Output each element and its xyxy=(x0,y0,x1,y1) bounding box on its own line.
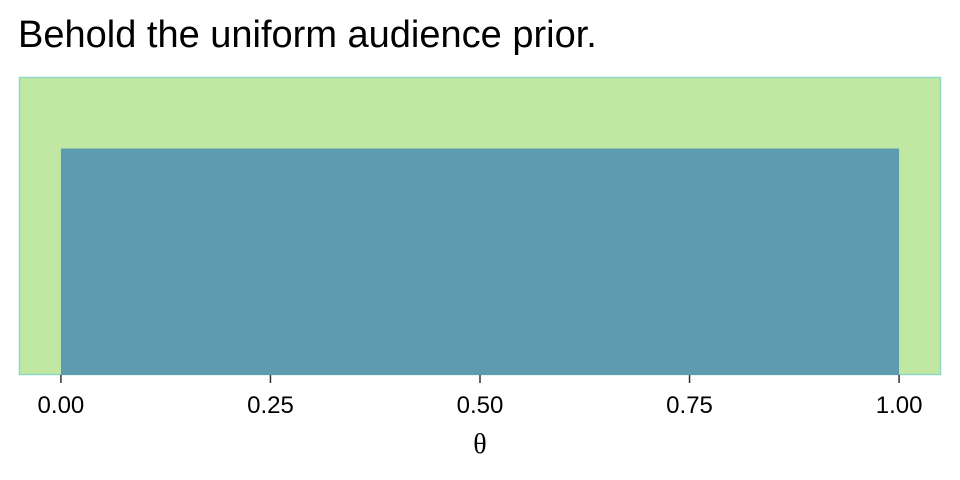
x-tick-label: 0.25 xyxy=(247,392,294,419)
x-tick-label: 0.75 xyxy=(666,392,713,419)
x-axis-title: θ xyxy=(473,429,486,460)
x-tick-label: 1.00 xyxy=(876,392,923,419)
chart-title: Behold the uniform audience prior. xyxy=(18,14,597,56)
x-axis: 0.00 0.25 0.50 0.75 1.00 xyxy=(38,375,923,419)
density-area-0 xyxy=(60,148,900,375)
density-marks xyxy=(60,148,900,375)
x-tick-label: 0.50 xyxy=(457,392,504,419)
x-tick-label: 0.00 xyxy=(38,392,85,419)
